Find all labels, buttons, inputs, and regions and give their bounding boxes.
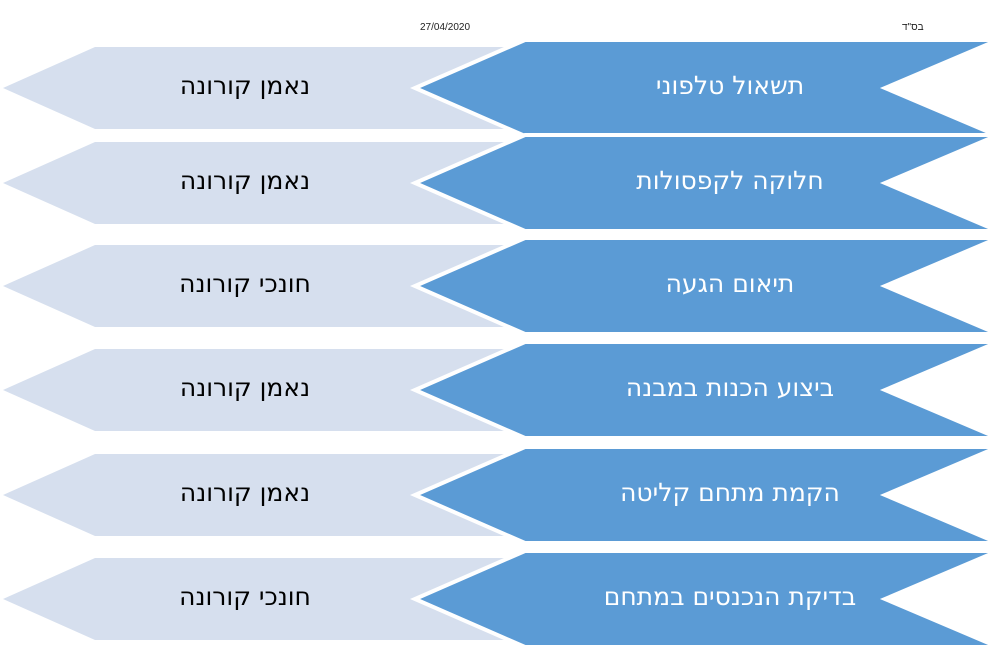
- owner-chevron: [3, 245, 505, 327]
- owner-chevron: [3, 142, 505, 224]
- task-label: בדיקת הנכנסים במתחם: [603, 582, 857, 611]
- owner-label: חונכי קורונה: [179, 582, 311, 611]
- owner-chevron: [3, 47, 505, 129]
- task-label: תשאול טלפוני: [655, 71, 805, 100]
- task-chevron: [409, 549, 998, 649]
- owner-label: נאמן קורונה: [179, 71, 311, 100]
- owner-label: נאמן קורונה: [179, 373, 311, 402]
- date-label: 27/04/2020: [420, 22, 471, 33]
- bsd-label: בס"ד: [902, 22, 924, 33]
- task-label: הקמת מתחם קליטה: [620, 478, 840, 507]
- task-chevron: [409, 133, 998, 233]
- task-label: ביצוע הכנות במבנה: [625, 373, 835, 402]
- owner-chevron: [3, 454, 505, 536]
- task-chevron: [409, 445, 998, 545]
- owner-chevron: [3, 558, 505, 640]
- task-chevron: [409, 236, 998, 336]
- task-chevron: [409, 340, 998, 440]
- owner-label: נאמן קורונה: [179, 166, 311, 195]
- owner-chevron: [3, 349, 505, 431]
- owner-label: נאמן קורונה: [179, 478, 311, 507]
- owner-label: חונכי קורונה: [179, 269, 311, 298]
- task-label: תיאום הגעה: [665, 269, 795, 298]
- task-label: חלוקה לקפסולות: [636, 166, 824, 195]
